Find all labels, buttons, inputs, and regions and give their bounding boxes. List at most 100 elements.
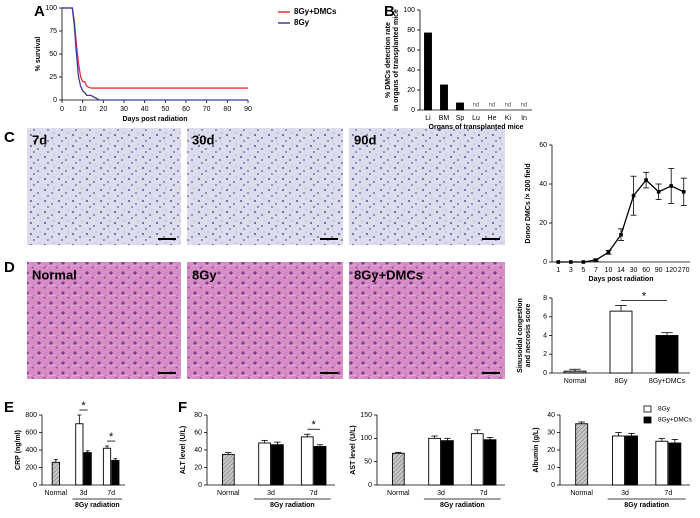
micrograph bbox=[349, 262, 505, 379]
bar bbox=[655, 335, 679, 374]
bar bbox=[456, 102, 464, 111]
micrograph bbox=[27, 262, 181, 379]
micrograph-label: 30d bbox=[192, 132, 214, 147]
y-tick-label: 0 bbox=[33, 482, 37, 489]
marker bbox=[669, 184, 673, 188]
marker bbox=[569, 260, 573, 264]
y-axis-title: Sinusoidal congestion bbox=[517, 298, 524, 373]
y-tick-label: 0 bbox=[543, 259, 547, 266]
y-axis-title: ALT level (U/L) bbox=[180, 426, 187, 474]
x-tick-label: Normal bbox=[564, 378, 587, 385]
x-tick-label: 3d bbox=[437, 490, 445, 497]
x-tick-label: Normal bbox=[45, 490, 68, 497]
bar bbox=[313, 446, 327, 486]
y-tick-label: 50 bbox=[364, 459, 372, 466]
x-tick-label: 0 bbox=[60, 106, 64, 113]
x-tick-label: 5 bbox=[581, 267, 585, 274]
bar bbox=[575, 423, 589, 486]
y-tick-label: 0 bbox=[551, 482, 555, 489]
y-tick-label: 80 bbox=[194, 412, 202, 419]
y-axis-title: in organs of transplanted mice bbox=[393, 9, 400, 111]
bar bbox=[483, 439, 497, 486]
bar bbox=[51, 461, 60, 486]
x-tick-label: 14 bbox=[617, 267, 625, 274]
x-tick-label: 120 bbox=[665, 267, 677, 274]
y-tick-label: 50 bbox=[49, 51, 57, 58]
series-line bbox=[62, 7, 248, 89]
x-tick-label: 3d bbox=[621, 490, 629, 497]
micrograph bbox=[187, 262, 343, 379]
x-tick-label: In bbox=[521, 115, 527, 122]
y-tick-label: 60 bbox=[539, 142, 547, 149]
x-tick-label: 7d bbox=[310, 490, 318, 497]
x-tick-label: 10 bbox=[79, 106, 87, 113]
bar bbox=[441, 440, 454, 486]
bar bbox=[625, 435, 638, 486]
x-tick-label: He bbox=[488, 115, 497, 122]
panel-letter: D bbox=[4, 259, 15, 276]
significance-label: * bbox=[81, 400, 86, 412]
legend-label: 8Gy bbox=[294, 18, 310, 27]
panel-letters: A B C D E F bbox=[4, 3, 395, 416]
significance-label: * bbox=[109, 431, 114, 443]
y-axis-title: CRP (ng/ml) bbox=[15, 430, 22, 470]
y-tick-label: 20 bbox=[194, 464, 202, 471]
x-tick-label: 8Gy bbox=[615, 378, 628, 385]
x-tick-label: Normal bbox=[217, 490, 240, 497]
x-tick-label: 270 bbox=[678, 267, 690, 274]
y-axis-title: % DMCs detection rate bbox=[385, 22, 392, 98]
micrograph bbox=[349, 128, 505, 245]
panel-letter: B bbox=[384, 3, 395, 20]
y-tick-label: 4 bbox=[543, 332, 547, 339]
y-tick-label: 40 bbox=[539, 181, 547, 188]
bar bbox=[668, 442, 682, 486]
y-tick-label: 800 bbox=[25, 412, 37, 419]
x-tick-label: Lu bbox=[472, 115, 480, 122]
value-label: nd bbox=[505, 103, 512, 109]
x-tick-label: 7d bbox=[107, 490, 115, 497]
marker bbox=[594, 258, 598, 262]
micrograph-label: 8Gy+DMCs bbox=[354, 267, 423, 282]
y-axis-title: AST level (U/L) bbox=[350, 425, 357, 474]
x-axis-title: 8Gy radiation bbox=[440, 502, 485, 509]
x-tick-label: 10 bbox=[605, 267, 613, 274]
significance-label: * bbox=[312, 419, 317, 431]
legend-swatch bbox=[643, 416, 652, 424]
legend-label: 8Gy+DMCs bbox=[658, 417, 693, 424]
bar bbox=[300, 436, 314, 486]
y-tick-label: 0 bbox=[411, 107, 415, 114]
bar bbox=[391, 452, 405, 486]
micrograph-label: 8Gy bbox=[192, 267, 217, 282]
bar bbox=[655, 440, 669, 486]
y-tick-label: 20 bbox=[547, 447, 555, 454]
marker bbox=[681, 190, 686, 194]
bar bbox=[563, 370, 587, 374]
x-tick-label: 40 bbox=[141, 106, 149, 113]
y-tick-label: 600 bbox=[25, 429, 37, 436]
series-line bbox=[62, 7, 248, 101]
x-axis-title: Days post radiation bbox=[123, 116, 188, 123]
marker bbox=[644, 178, 648, 182]
bar bbox=[440, 84, 448, 111]
y-tick-label: 0 bbox=[543, 370, 547, 377]
x-tick-label: Li bbox=[425, 115, 431, 122]
value-label: nd bbox=[521, 103, 528, 109]
x-tick-label: BM bbox=[439, 115, 450, 122]
y-axis-title: % survival bbox=[35, 37, 42, 72]
value-label: nd bbox=[473, 103, 480, 109]
y-tick-label: 100 bbox=[45, 5, 57, 12]
bar bbox=[111, 460, 120, 486]
panel-letter: F bbox=[178, 399, 187, 416]
bar bbox=[271, 444, 284, 486]
y-tick-label: 60 bbox=[407, 47, 415, 54]
marker bbox=[619, 232, 623, 237]
x-tick-label: 3 bbox=[569, 267, 573, 274]
x-axis-title: Days post radiation bbox=[589, 276, 654, 283]
y-tick-label: 20 bbox=[407, 87, 415, 94]
x-tick-label: 20 bbox=[99, 106, 107, 113]
x-axis-title: Organs of transplanted mice bbox=[429, 124, 524, 131]
micrograph-label: 90d bbox=[354, 132, 376, 147]
legend-label: 8Gy+DMCs bbox=[294, 7, 337, 16]
marker bbox=[631, 193, 636, 198]
y-tick-label: 400 bbox=[25, 447, 37, 454]
